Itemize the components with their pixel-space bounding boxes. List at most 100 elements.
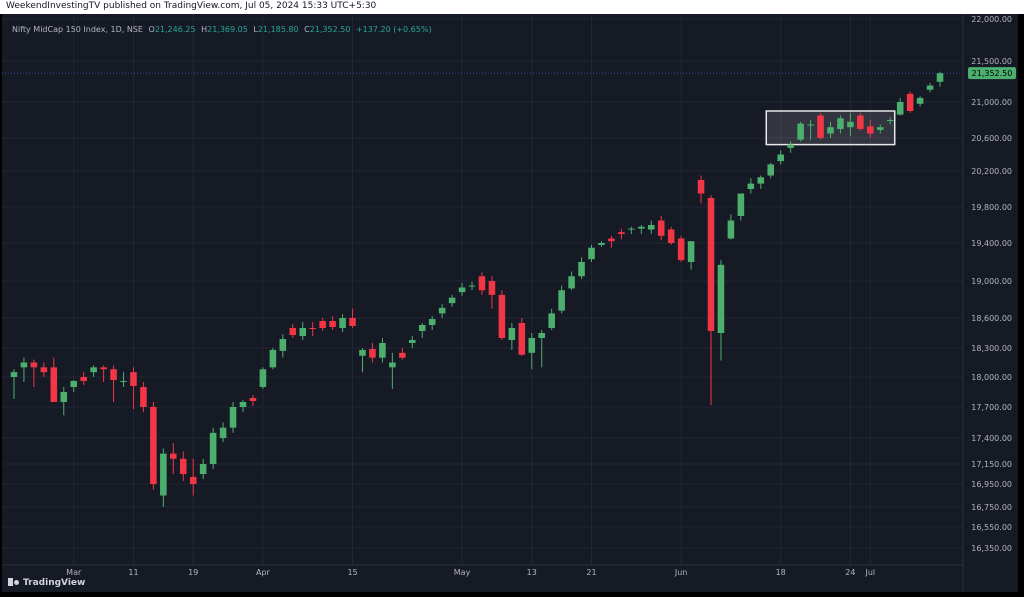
time-tick-label: 19 xyxy=(188,568,198,577)
candle-up xyxy=(259,367,267,389)
candle-body xyxy=(737,193,745,216)
candle-up xyxy=(647,220,655,234)
candle-body xyxy=(876,127,884,130)
candle-up xyxy=(229,402,237,433)
candle-up xyxy=(916,96,924,107)
candle-up xyxy=(558,285,565,314)
candle-up xyxy=(269,348,277,370)
candle-down xyxy=(150,402,157,490)
price-tick-label: 17,400.00 xyxy=(971,434,1012,443)
candle-body xyxy=(568,276,575,289)
candle-up xyxy=(896,97,904,116)
candle-body xyxy=(787,144,794,148)
candle-body xyxy=(936,73,944,82)
candle-body xyxy=(727,220,735,239)
candle-body xyxy=(896,102,904,115)
candle-up xyxy=(538,330,546,368)
candle-up xyxy=(568,271,575,291)
candle-body xyxy=(817,115,824,138)
candle-body xyxy=(40,367,48,373)
candle-body xyxy=(359,349,366,356)
candle-body xyxy=(160,453,167,496)
candle-body xyxy=(219,427,227,438)
price-tick-label: 19,000.00 xyxy=(971,277,1012,286)
candle-body xyxy=(578,262,585,277)
candle-up xyxy=(886,117,894,125)
candle-body xyxy=(179,458,187,474)
candle-body xyxy=(289,328,297,335)
candle-body xyxy=(548,313,555,328)
candle-up xyxy=(60,387,68,416)
candle-up xyxy=(508,323,516,350)
time-tick-label: 13 xyxy=(527,568,537,577)
candle-down xyxy=(30,359,38,387)
candle-up xyxy=(209,427,217,469)
price-tick-label: 18,600.00 xyxy=(971,314,1012,323)
candle-body xyxy=(399,352,406,358)
candle-up xyxy=(926,83,934,93)
price-axis[interactable]: 16,350.00 16,550.00 16,750.00 16,950.00 17,1… xyxy=(962,14,1018,592)
last-price-badge xyxy=(968,67,1016,80)
change-value: +137.20 (+0.65%) xyxy=(355,25,432,34)
candle-body xyxy=(827,127,834,134)
candle-up xyxy=(807,120,814,140)
candle-down xyxy=(857,112,864,131)
published-info: WeekendInvestingTV published on TradingV… xyxy=(6,1,377,11)
candle-up xyxy=(339,314,346,332)
candle-up xyxy=(687,241,695,270)
price-tick-label: 18,300.00 xyxy=(971,344,1012,353)
candle-up xyxy=(787,141,794,153)
candle-body xyxy=(329,321,336,327)
time-tick-label: Jun xyxy=(674,568,688,577)
candle-up xyxy=(578,257,585,280)
candle-body xyxy=(598,243,605,245)
brand-name: TradingView xyxy=(23,578,86,588)
candle-down xyxy=(100,365,107,382)
price-tick-label: 20,200.00 xyxy=(971,167,1012,176)
candle-up xyxy=(70,380,78,392)
time-tick-label: 24 xyxy=(845,568,855,577)
candle-body xyxy=(140,387,147,407)
candle-up xyxy=(847,112,854,137)
candle-down xyxy=(309,322,316,336)
candle-body xyxy=(677,238,685,261)
candle-up xyxy=(747,178,755,194)
candle-up xyxy=(717,260,725,361)
candle-down xyxy=(707,195,715,405)
candle-body xyxy=(299,328,307,336)
candle-body xyxy=(10,372,18,377)
candle-down xyxy=(618,228,625,240)
tradingview-brand[interactable]: TradingView xyxy=(8,578,85,588)
candle-up xyxy=(408,336,416,348)
candle-down xyxy=(140,382,147,413)
candle-body xyxy=(259,369,267,387)
candle-body xyxy=(498,294,506,338)
candle-down xyxy=(289,324,297,338)
candle-body xyxy=(349,318,356,326)
candle-body xyxy=(687,241,695,262)
candle-body xyxy=(508,328,516,340)
candle-body xyxy=(618,232,625,234)
candle-body xyxy=(379,343,386,358)
candle-up xyxy=(239,400,247,413)
candle-body xyxy=(777,154,784,162)
price-tick-label: 17,700.00 xyxy=(971,403,1012,412)
candle-body xyxy=(847,121,854,128)
candle-body xyxy=(588,247,595,260)
price-tick-label: 22,000.00 xyxy=(971,15,1012,24)
candle-up xyxy=(777,150,784,165)
price-tick-label: 16,550.00 xyxy=(971,523,1012,532)
candle-body xyxy=(438,307,446,314)
price-tick-label: 19,800.00 xyxy=(971,203,1012,212)
candle-up xyxy=(10,369,18,399)
candle-body xyxy=(448,297,456,304)
candle-down xyxy=(369,343,376,363)
low-label: L xyxy=(253,25,258,34)
time-axis[interactable]: Mar 11 19 Apr 15 May 13 21 Jun 18 24 Jul xyxy=(2,564,963,577)
candle-up xyxy=(120,372,127,387)
candle-down xyxy=(608,235,615,248)
time-tick-label: 11 xyxy=(128,568,138,577)
candle-body xyxy=(428,319,436,325)
candle-body xyxy=(916,97,924,104)
